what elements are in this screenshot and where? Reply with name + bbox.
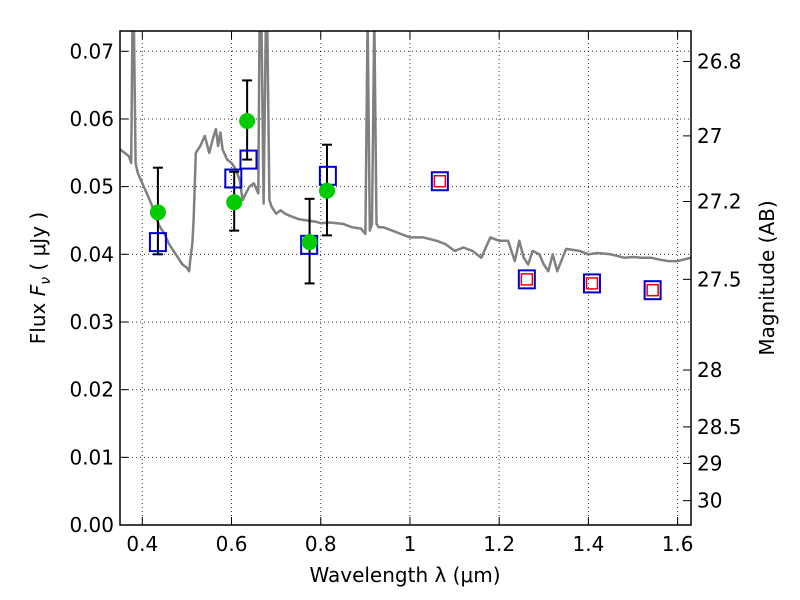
x-tick-label: 0.4 xyxy=(126,532,158,556)
observed-flux-point xyxy=(226,194,243,211)
plot-frame xyxy=(119,30,692,526)
y2-tick-label: 30 xyxy=(697,489,722,513)
model-flux-square xyxy=(224,168,243,189)
observed-flux-point xyxy=(149,204,166,221)
y2-tick-label: 27 xyxy=(697,124,722,148)
model-spectrum-line xyxy=(120,31,691,273)
model-flux-square xyxy=(643,280,662,301)
x-tick-label: 1.4 xyxy=(572,532,604,556)
x-tick-label: 1 xyxy=(404,532,417,556)
y-tick-label: 0.05 xyxy=(69,175,114,199)
nir-flux-square xyxy=(520,273,534,286)
y-axis-label: Flux Fν ( μJy ) xyxy=(26,212,54,344)
nir-flux-square xyxy=(646,283,659,297)
ticks xyxy=(120,31,691,526)
y2-tick-label: 28 xyxy=(697,358,722,382)
model-flux-square xyxy=(582,273,601,294)
observed-flux-point xyxy=(239,113,256,130)
nir-flux-square xyxy=(433,174,447,188)
observed-flux-point xyxy=(301,234,318,251)
x-axis-label: Wavelength λ (μm) xyxy=(309,563,500,587)
data-layer xyxy=(120,31,691,301)
y2-tick-label: 29 xyxy=(697,451,722,475)
nir-flux-square xyxy=(585,277,599,290)
y2-tick-label: 26.8 xyxy=(697,49,742,73)
observed-flux-point xyxy=(318,182,335,199)
model-flux-square xyxy=(430,171,449,192)
x-tick-label: 1.6 xyxy=(662,532,694,556)
y-tick-label: 0.03 xyxy=(69,310,114,334)
y-tick-label: 0.00 xyxy=(69,513,114,537)
y-tick-label: 0.07 xyxy=(69,39,114,63)
x-tick-label: 1.2 xyxy=(483,532,515,556)
tick-labels: 0.4 0.6 0.8 1 1.2 1.4 1.6 0.00 0.01 0.02 0.03 0.04 0… xyxy=(69,39,741,556)
model-flux-square xyxy=(239,149,258,170)
y2-tick-label: 27.5 xyxy=(697,267,742,291)
y-tick-label: 0.06 xyxy=(69,107,114,131)
y-tick-label: 0.04 xyxy=(69,242,114,266)
model-flux-square xyxy=(517,269,536,290)
x-tick-label: 0.8 xyxy=(305,532,337,556)
y-tick-label: 0.02 xyxy=(69,378,114,402)
y2-axis-label: Magnitude (AB) xyxy=(755,200,779,355)
x-tick-label: 0.6 xyxy=(216,532,248,556)
y-tick-label: 0.01 xyxy=(69,445,114,469)
y2-tick-label: 28.5 xyxy=(697,415,742,439)
y2-tick-label: 27.2 xyxy=(697,190,742,214)
model-flux-square xyxy=(148,232,167,253)
